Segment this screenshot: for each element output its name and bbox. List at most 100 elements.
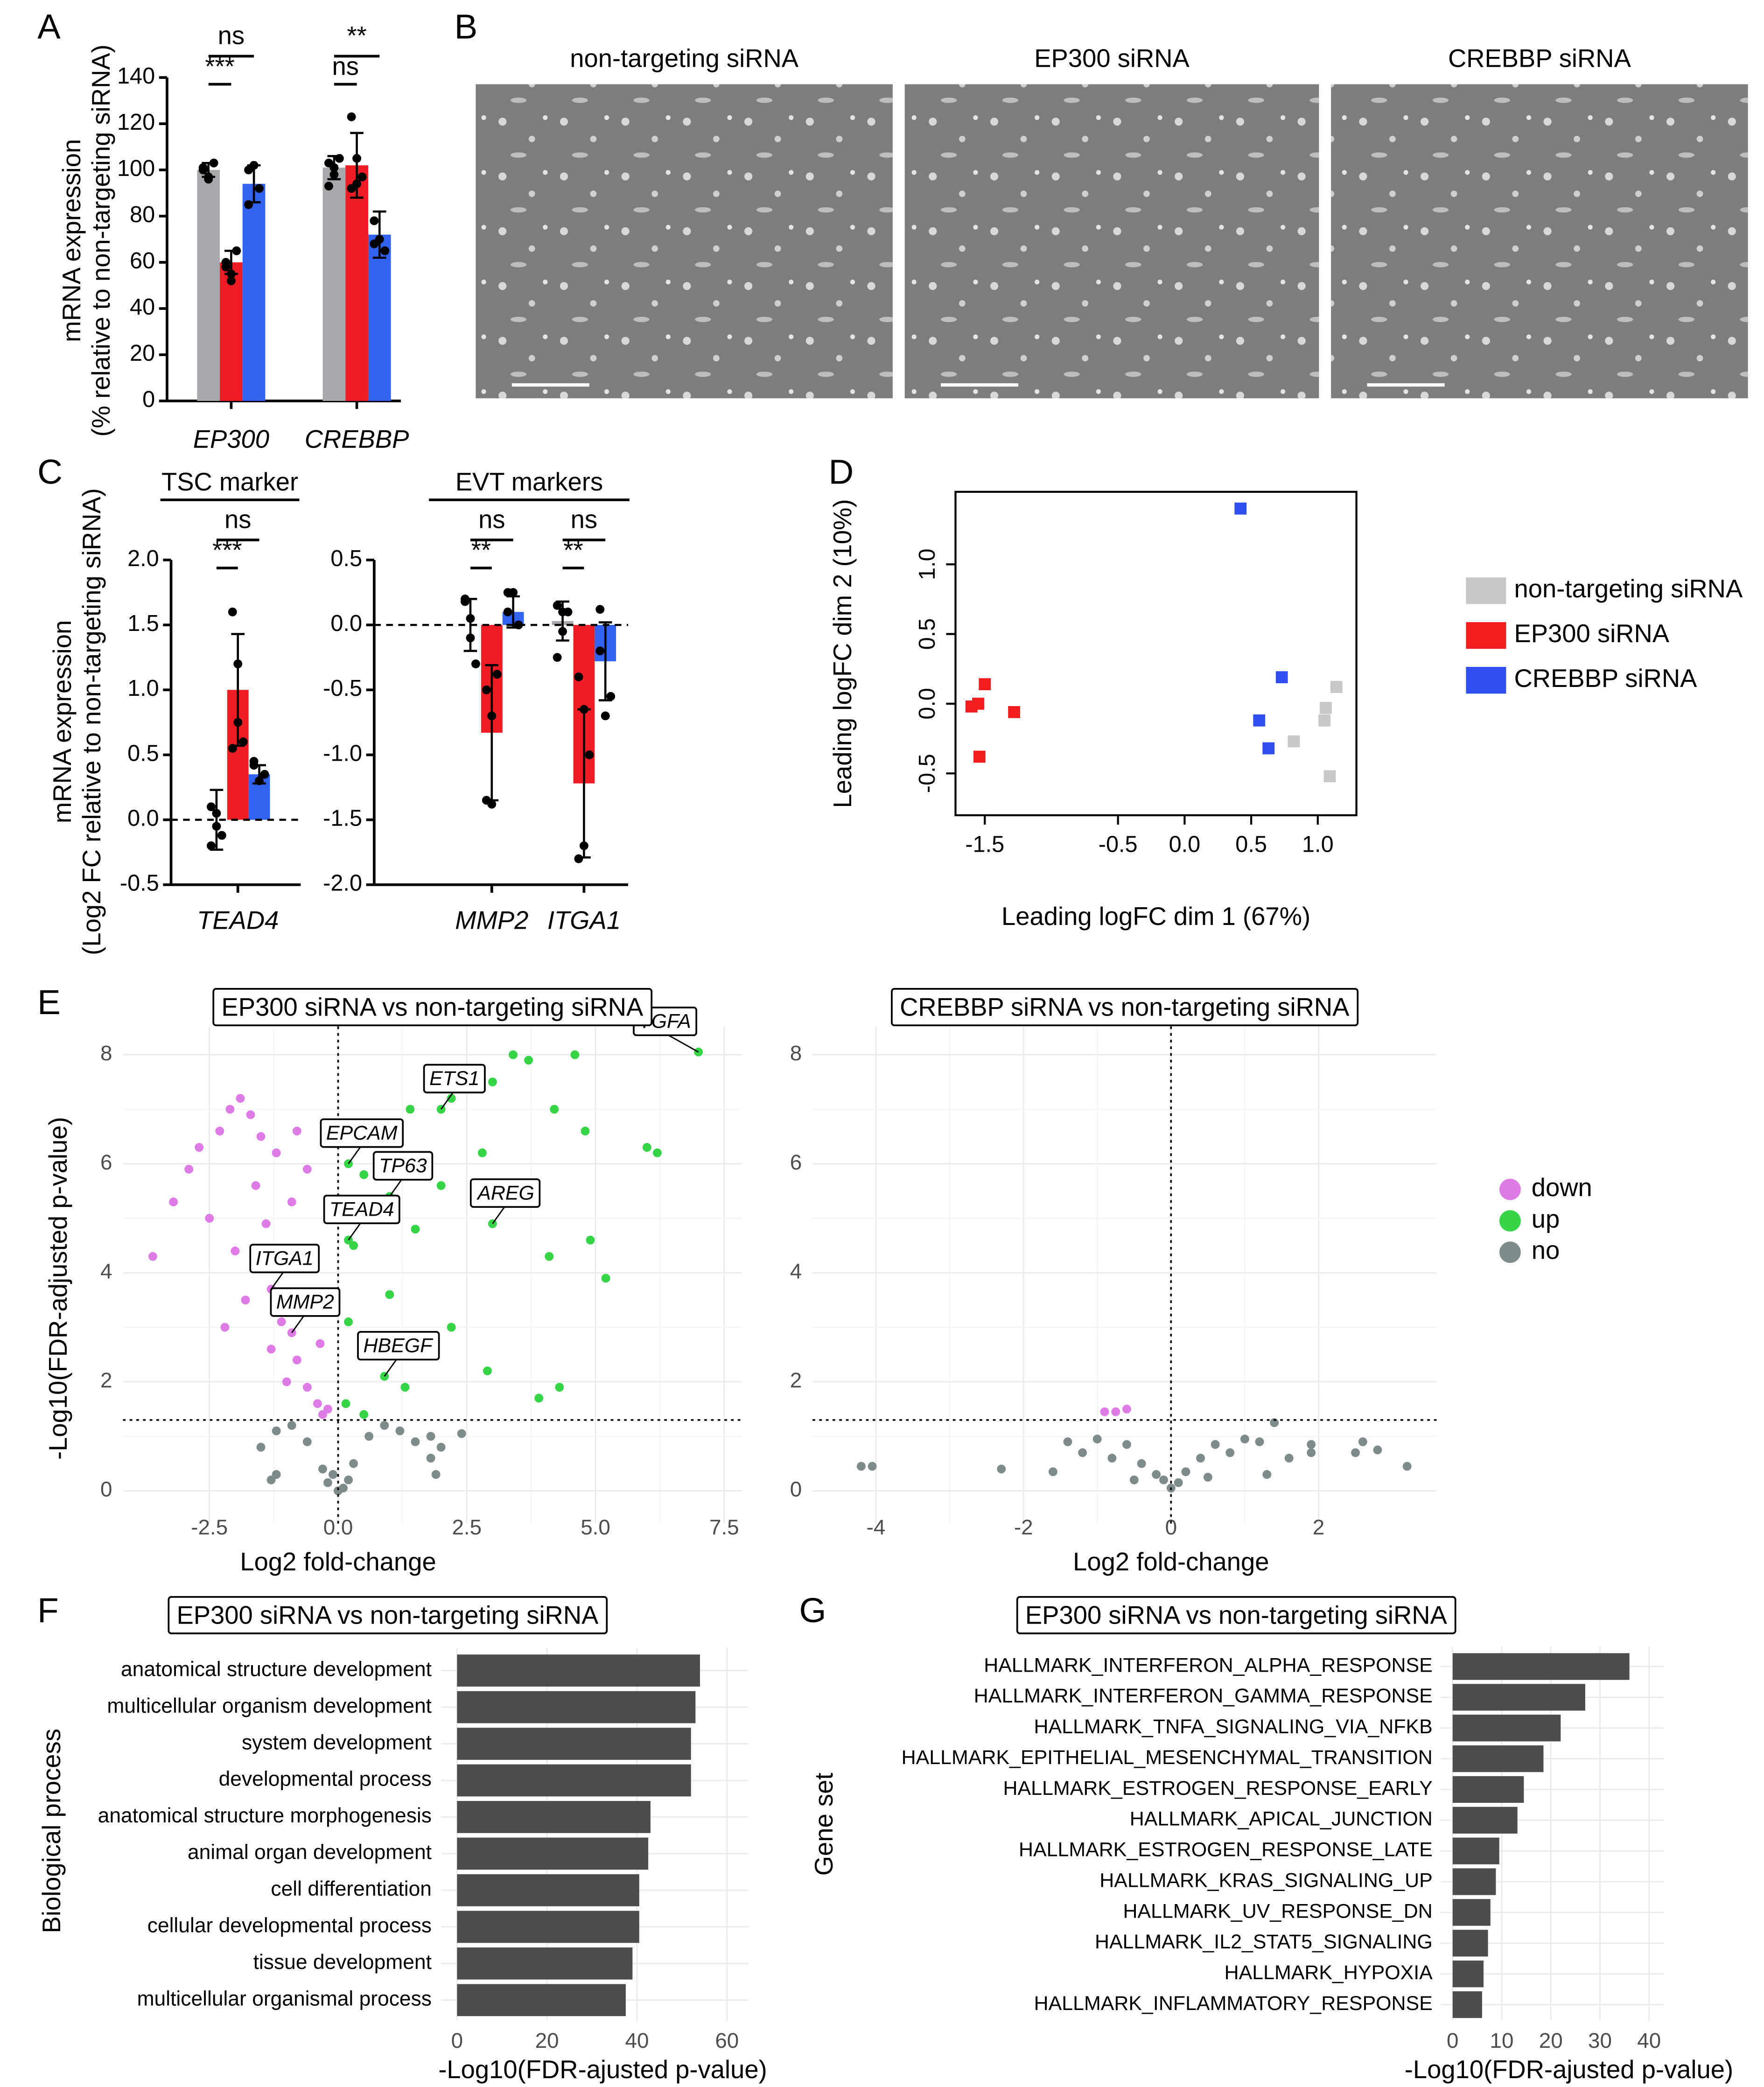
legend-label: up (1532, 1205, 1560, 1233)
data-point (1122, 1440, 1131, 1449)
data-point (220, 1323, 230, 1332)
data-point (1092, 1435, 1102, 1444)
data-point (1284, 1454, 1294, 1463)
category-label: HALLMARK_INFLAMMATORY_RESPONSE (1034, 1992, 1433, 2015)
gene-label: TP63 (379, 1155, 427, 1177)
data-point (212, 809, 221, 818)
label-box (168, 1596, 608, 1634)
data-point (364, 1432, 374, 1441)
data-point (595, 605, 605, 614)
image-title: EP300 siRNA (1034, 44, 1190, 72)
plot-frame (954, 490, 1358, 817)
data-point (236, 1094, 245, 1103)
bar (1452, 1807, 1518, 1834)
data-point (315, 1339, 325, 1348)
data-point (249, 161, 259, 170)
data-point (261, 1219, 271, 1228)
gene-label: AREG (476, 1182, 534, 1205)
data-point (1100, 1407, 1109, 1416)
legend-swatch (1499, 1178, 1521, 1200)
data-point (482, 685, 491, 694)
data-point (483, 1366, 492, 1376)
x-tick-label: 10 (1490, 2029, 1514, 2052)
bar (1452, 1715, 1561, 1742)
y-axis-label: mRNA expression (48, 620, 77, 823)
data-point (492, 670, 502, 679)
data-point (246, 1110, 255, 1120)
data-point (581, 1127, 590, 1136)
data-point (1318, 714, 1330, 727)
data-point (352, 179, 362, 189)
label-box (891, 988, 1359, 1026)
data-point (1240, 1435, 1249, 1444)
data-point (232, 246, 241, 255)
data-point (856, 1462, 866, 1471)
data-point (148, 1252, 157, 1261)
y-tick-label: 4 (100, 1259, 112, 1283)
y-tick-label: 2 (100, 1368, 112, 1392)
gene-leader (665, 1032, 699, 1053)
data-point (1174, 1478, 1183, 1487)
group-title: EVT markers (455, 468, 603, 496)
data-point (287, 1198, 296, 1206)
data-point (380, 246, 390, 255)
data-point (341, 1399, 350, 1408)
bar (1452, 1837, 1499, 1864)
significance: ns (224, 505, 251, 533)
label-box (357, 1331, 440, 1361)
category-label: cellular developmental process (147, 1914, 432, 1937)
x-tick-label: 0.0 (1169, 832, 1201, 857)
significance: ns (332, 52, 359, 80)
gene-leader (348, 1221, 363, 1241)
y-axis-label: Biological process (37, 1729, 66, 1933)
y-tick-label: 2 (790, 1368, 802, 1392)
data-point (339, 1484, 348, 1493)
data-point (447, 1323, 456, 1332)
data-point (1270, 1418, 1279, 1427)
gene-label: EPCAM (326, 1122, 398, 1144)
data-point (204, 175, 213, 184)
y-tick-label: 4 (790, 1259, 802, 1283)
data-point (1078, 1448, 1087, 1457)
category-label: cell differentiation (271, 1877, 432, 1900)
x-tick-label: 40 (625, 2029, 649, 2052)
data-point (329, 1470, 337, 1479)
data-point (466, 633, 475, 643)
x-tick-label: -1.5 (965, 832, 1004, 857)
bar (457, 1837, 649, 1870)
category-label: HALLMARK_INTERFERON_ALPHA_RESPONSE (984, 1654, 1433, 1676)
x-tick-label: 0 (1165, 1515, 1177, 1539)
data-point (329, 170, 339, 179)
category-label: tissue development (253, 1951, 432, 1974)
y-tick-label: 8 (100, 1041, 112, 1065)
plot-title: EP300 siRNA vs non-targeting siRNA (221, 993, 644, 1021)
data-point (228, 744, 237, 753)
significance: ** (563, 536, 583, 564)
y-tick-label: 1.0 (915, 548, 940, 580)
bar (322, 168, 346, 401)
bar (1452, 1868, 1496, 1895)
panel-label: C (37, 452, 63, 491)
data-point (642, 1143, 651, 1152)
category-label: HALLMARK_KRAS_SIGNALING_UP (1099, 1869, 1433, 1891)
x-tick-label: 60 (715, 2029, 739, 2052)
micrograph-texture (1331, 84, 1748, 399)
data-point (335, 154, 344, 163)
data-point (1262, 1470, 1272, 1479)
gene-leader (348, 1144, 363, 1164)
data-point (347, 112, 356, 121)
gene-label: MMP2 (276, 1291, 334, 1313)
data-point (574, 854, 583, 863)
x-tick-label: 2 (1313, 1515, 1324, 1539)
gene-leader (270, 1270, 285, 1290)
x-tick-label: -2.5 (191, 1515, 228, 1539)
data-point (385, 1290, 394, 1299)
data-point (585, 750, 594, 759)
bar (457, 1728, 691, 1760)
y-tick-label: 6 (790, 1150, 802, 1174)
data-point (509, 588, 518, 597)
category-label: EP300 (193, 425, 269, 453)
data-point (1196, 1454, 1205, 1463)
data-point (400, 1383, 410, 1392)
y-tick-label: 0 (100, 1478, 112, 1501)
